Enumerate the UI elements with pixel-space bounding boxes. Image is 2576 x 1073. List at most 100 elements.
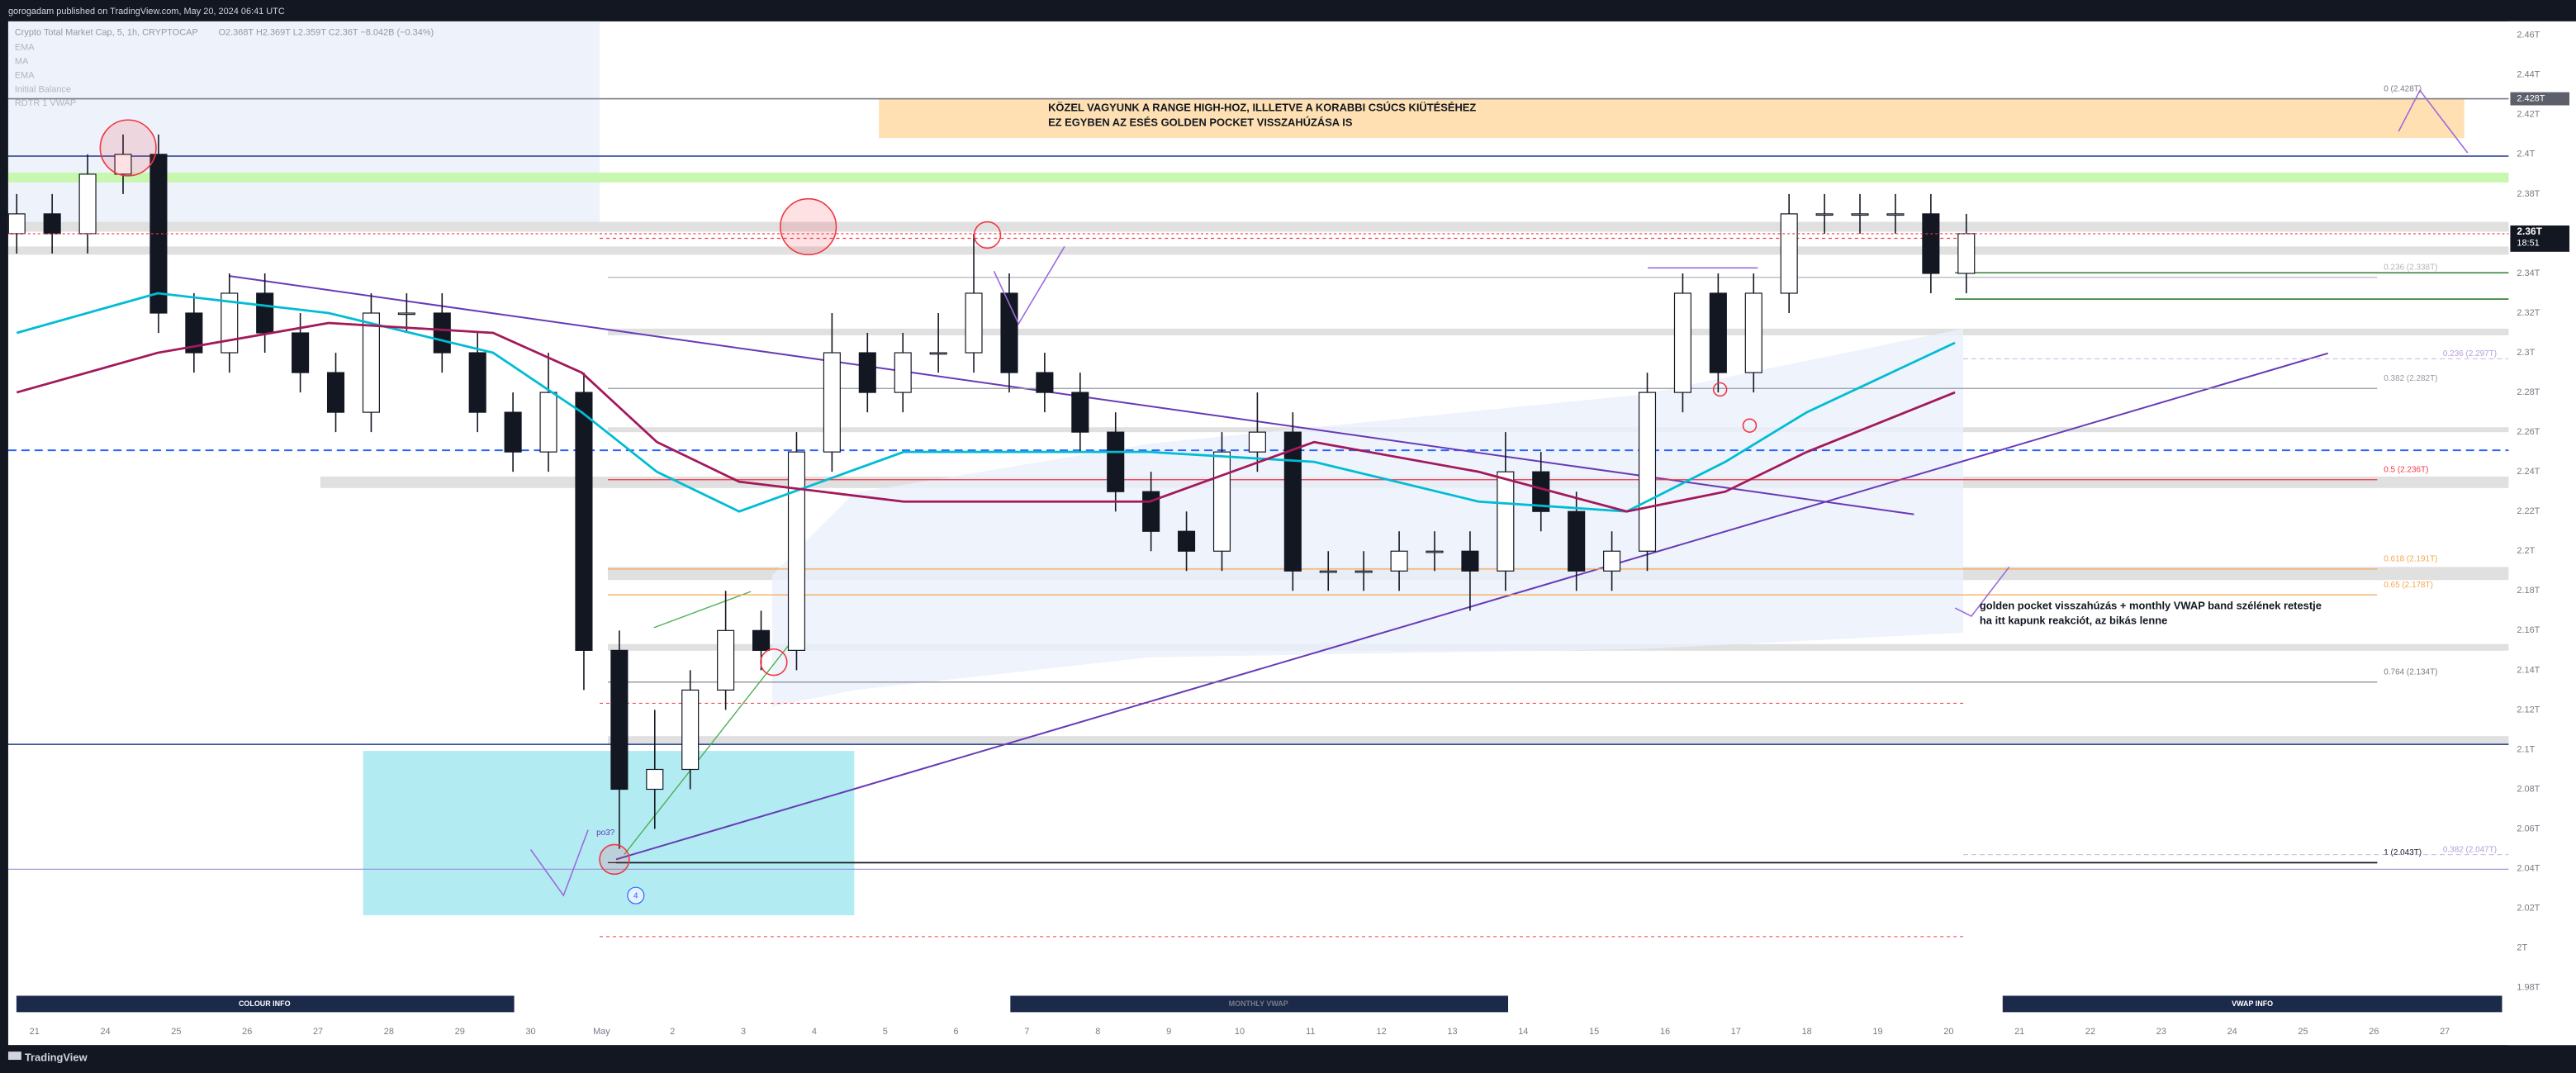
candle-body — [646, 768, 664, 791]
fib-label: 0 (2.428T) — [2384, 84, 2422, 93]
candle-body — [1036, 372, 1054, 393]
candle-body — [78, 173, 97, 235]
annotation: golden pocket visszahúzás + monthly VWAP… — [1980, 599, 2322, 611]
candle-body — [717, 629, 735, 691]
x-tick-label: 16 — [1660, 1027, 1670, 1037]
logo — [7, 1052, 21, 1061]
fib-label: 0.236 (2.338T) — [2384, 263, 2437, 272]
candle-body — [1354, 570, 1373, 573]
price-tag-label: 2.428T — [2517, 93, 2545, 103]
candle-body — [1922, 213, 1940, 274]
candle-body — [256, 292, 274, 334]
highlight-circle — [1712, 382, 1728, 397]
vwap-band — [771, 328, 1964, 707]
candle-body — [1497, 471, 1515, 572]
x-tick-label: 25 — [2298, 1027, 2308, 1037]
x-tick-label: 15 — [1589, 1027, 1599, 1037]
publisher: gorogadam published on TradingView.com, … — [8, 7, 285, 17]
candle-body — [1107, 431, 1125, 492]
panel-label: COLOUR INFO — [239, 999, 291, 1008]
x-tick-label: 25 — [171, 1027, 181, 1037]
zone — [7, 246, 2509, 255]
x-tick-label: 28 — [384, 1027, 394, 1037]
path-arrow — [2398, 88, 2469, 154]
path-arrow — [1954, 566, 2010, 617]
y-tick-label: 2.34T — [2517, 268, 2540, 278]
candle-body — [752, 629, 771, 651]
x-tick-label: 10 — [1235, 1027, 1245, 1037]
candle-body — [114, 154, 132, 175]
y-tick-label: 2.2T — [2517, 546, 2535, 556]
candle-body — [1886, 213, 1905, 216]
fib-label: 0.618 (2.191T) — [2384, 555, 2437, 564]
candle-body — [362, 312, 380, 413]
highlight-circle — [1742, 418, 1758, 433]
highlight-circle — [973, 221, 1002, 249]
candle-body — [823, 352, 841, 453]
panel-label: VWAP INFO — [2232, 999, 2273, 1008]
x-tick-label: 13 — [1447, 1027, 1457, 1037]
candle-body — [221, 292, 239, 354]
x-tick-label: 3 — [741, 1027, 746, 1037]
candle-body — [1815, 213, 1834, 216]
candle-body — [433, 312, 451, 354]
trendline — [653, 591, 752, 629]
y-tick-label: 2.06T — [2517, 824, 2540, 833]
x-tick-label: 19 — [1872, 1027, 1882, 1037]
candle-body — [1426, 550, 1444, 553]
x-tick-label: 27 — [313, 1027, 323, 1037]
zone — [607, 736, 2509, 745]
candle-body — [681, 689, 700, 771]
cyan-box — [363, 751, 855, 916]
x-tick-label: 29 — [455, 1027, 465, 1037]
highlight-circle — [760, 648, 788, 677]
marker-circle — [627, 886, 645, 904]
x-tick-label: 12 — [1377, 1027, 1387, 1037]
candle-body — [1568, 510, 1586, 572]
candle-body — [1248, 431, 1266, 453]
indicator: RDTR 1 VWAP — [15, 98, 76, 108]
path-arrow — [993, 246, 1065, 325]
fib-label: 1 (2.043T) — [2384, 848, 2422, 857]
annotation: EZ EGYBEN AZ ESÉS GOLDEN POCKET VISSZAHÚ… — [1048, 116, 1353, 129]
x-tick-label: 18 — [1802, 1027, 1812, 1037]
candle-body — [1461, 550, 1479, 572]
x-tick-label: 6 — [954, 1027, 959, 1037]
candle-body — [468, 352, 486, 413]
candle-body — [539, 392, 557, 453]
y-tick-label: 1.98T — [2517, 983, 2540, 993]
candle-body — [1744, 292, 1762, 373]
candle-body — [1319, 570, 1337, 573]
candle-body — [575, 392, 593, 651]
path-arrow — [529, 829, 589, 897]
candle-body — [1957, 233, 1976, 274]
y-tick-label: 2.3T — [2517, 348, 2535, 358]
x-tick-label: May — [593, 1027, 610, 1037]
panel — [16, 995, 515, 1013]
candle-body — [858, 352, 876, 393]
x-tick-label: 30 — [525, 1027, 535, 1037]
panel — [1010, 995, 1509, 1013]
zone — [7, 172, 2509, 183]
y-tick-label: 2.16T — [2517, 625, 2540, 635]
x-tick-label: 9 — [1166, 1027, 1171, 1037]
x-tick-label: 11 — [1306, 1027, 1315, 1037]
indicator: EMA — [15, 70, 35, 80]
annotation: KÖZEL VAGYUNK A RANGE HIGH-HOZ, ILLLETVE… — [1048, 102, 1476, 114]
candle-body — [1638, 392, 1657, 552]
x-tick-label: 27 — [2440, 1027, 2450, 1037]
y-tick-label: 2.26T — [2517, 427, 2540, 437]
y-tick-label: 2.42T — [2517, 110, 2540, 120]
x-tick-label: 7 — [1024, 1027, 1029, 1037]
x-tick-label: 26 — [242, 1027, 252, 1037]
candle-body — [1142, 491, 1160, 532]
price-axis — [2508, 21, 2576, 1046]
candle-body — [894, 352, 912, 393]
indicator: Initial Balance — [15, 84, 71, 94]
indicator: MA — [15, 57, 29, 67]
y-tick-label: 2.02T — [2517, 904, 2540, 914]
marker-label: 4 — [633, 892, 638, 901]
candle-body — [929, 352, 947, 355]
fib-label: 0.382 (2.282T) — [2384, 374, 2437, 383]
